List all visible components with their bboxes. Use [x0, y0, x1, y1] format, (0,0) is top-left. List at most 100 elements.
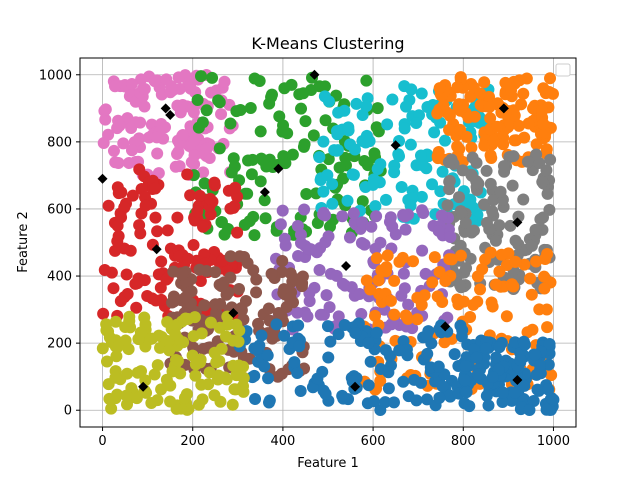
data-point: [233, 324, 246, 337]
data-point: [397, 267, 410, 280]
y-tick-label: 1000: [39, 68, 72, 83]
data-point: [362, 379, 375, 392]
data-point: [215, 280, 228, 293]
data-point: [416, 244, 429, 257]
data-point: [130, 392, 143, 405]
data-point: [298, 203, 311, 216]
data-point: [271, 370, 284, 383]
data-point: [188, 214, 201, 227]
data-point: [98, 264, 111, 277]
data-point: [388, 166, 401, 179]
data-point: [397, 375, 410, 388]
data-point: [247, 264, 260, 277]
data-point: [188, 133, 201, 146]
data-point: [456, 164, 469, 177]
data-point: [460, 351, 473, 364]
data-point: [393, 255, 406, 268]
data-point: [194, 275, 207, 288]
y-axis-ticks: 0 200 400 600 800 1000: [39, 68, 80, 419]
data-point: [100, 324, 113, 337]
centroid-marker: [350, 381, 361, 392]
data-point: [470, 351, 483, 364]
data-point: [441, 199, 454, 212]
data-point: [194, 70, 207, 83]
data-point: [415, 190, 428, 203]
data-point: [250, 286, 263, 299]
data-point: [369, 200, 382, 213]
data-point: [381, 249, 394, 262]
data-point: [460, 262, 473, 275]
data-point: [530, 138, 543, 151]
data-point: [496, 386, 509, 399]
data-point: [304, 243, 317, 256]
data-point: [484, 149, 497, 162]
data-point: [146, 292, 159, 305]
data-point: [161, 224, 174, 237]
cluster-11: [96, 310, 250, 416]
data-point: [445, 153, 458, 166]
data-point: [478, 198, 491, 211]
data-point: [120, 268, 133, 281]
data-point: [494, 185, 507, 198]
data-point: [544, 153, 557, 166]
data-point: [443, 174, 456, 187]
data-point: [181, 252, 194, 265]
data-point: [248, 229, 261, 242]
data-point: [402, 298, 415, 311]
cluster-10: [457, 334, 560, 416]
data-point: [204, 192, 217, 205]
data-point: [149, 211, 162, 224]
data-point: [454, 279, 467, 292]
data-point: [295, 236, 308, 249]
data-point: [487, 194, 500, 207]
data-point: [463, 400, 476, 413]
data-point: [487, 135, 500, 148]
data-point: [125, 77, 138, 90]
data-point: [261, 349, 274, 362]
data-point: [509, 234, 522, 247]
data-point: [197, 220, 210, 233]
data-point: [224, 250, 237, 263]
data-point: [399, 223, 412, 236]
data-point: [134, 227, 147, 240]
data-point: [527, 395, 540, 408]
data-point: [521, 155, 534, 168]
centroid-marker: [160, 103, 171, 114]
data-point: [411, 291, 424, 304]
data-point: [242, 154, 255, 167]
data-point: [360, 274, 373, 287]
data-point: [125, 122, 138, 135]
data-point: [505, 84, 518, 97]
data-point: [534, 359, 547, 372]
data-point: [293, 340, 306, 353]
data-point: [523, 403, 536, 416]
data-point: [204, 316, 217, 329]
data-point: [111, 340, 124, 353]
data-point: [482, 399, 495, 412]
data-point: [176, 268, 189, 281]
data-point: [125, 144, 138, 157]
data-point: [151, 225, 164, 238]
data-point: [248, 72, 261, 85]
data-point: [254, 125, 267, 138]
data-point: [228, 383, 241, 396]
data-point: [249, 393, 262, 406]
data-point: [339, 151, 352, 164]
data-point: [200, 104, 213, 117]
data-points: [96, 69, 560, 416]
data-point: [174, 367, 187, 380]
data-point: [109, 371, 122, 384]
data-point: [319, 114, 332, 127]
centroid-marker: [341, 260, 352, 271]
data-point: [480, 389, 493, 402]
data-point: [536, 104, 549, 117]
data-point: [530, 368, 543, 381]
data-point: [276, 254, 289, 267]
data-point: [246, 371, 259, 384]
data-point: [336, 210, 349, 223]
data-point: [165, 80, 178, 93]
data-point: [198, 299, 211, 312]
data-point: [171, 211, 184, 224]
data-point: [356, 216, 369, 229]
data-point: [489, 234, 502, 247]
